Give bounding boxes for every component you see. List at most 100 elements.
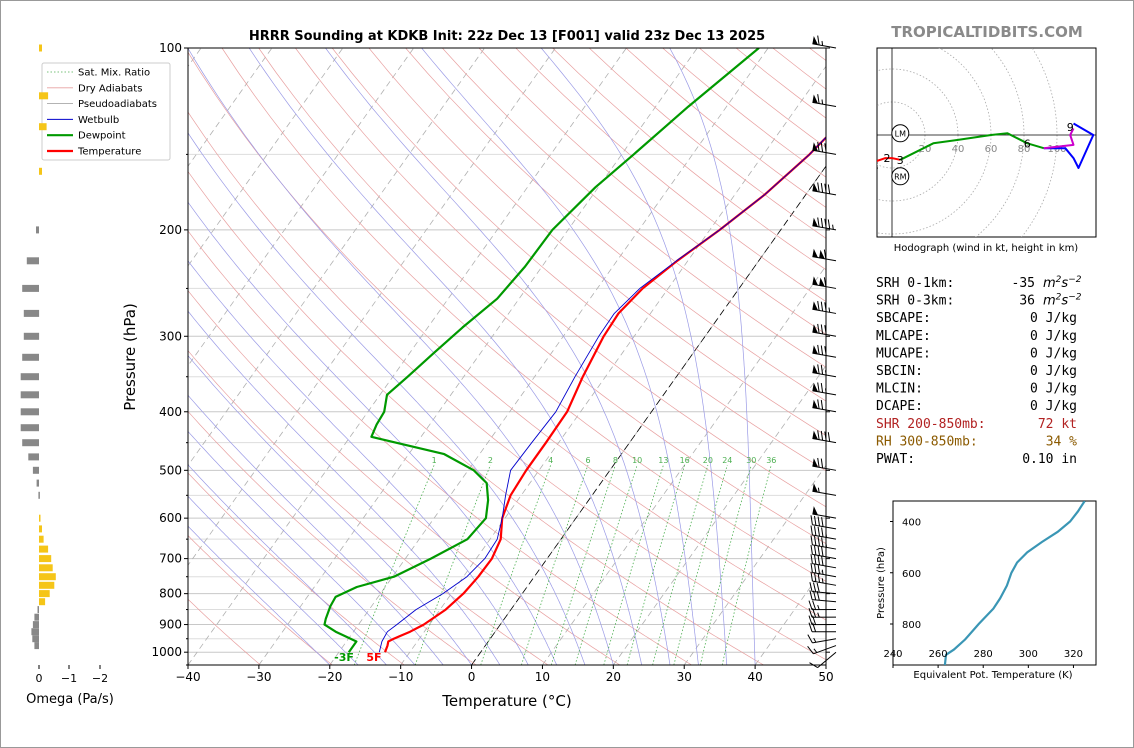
barb-half — [825, 532, 827, 538]
barb-full — [810, 515, 813, 525]
wind-barb — [812, 217, 837, 231]
omega-bar — [39, 44, 42, 52]
dry-adiabat — [188, 535, 333, 665]
stat-value: 36 — [1019, 294, 1035, 309]
pseudoadiabat — [188, 430, 416, 665]
x-tick-label: 10 — [535, 670, 550, 684]
mixing-ratio-label: 6 — [585, 456, 590, 465]
hodograph-caption: Hodograph (wind in kt, height in km) — [894, 243, 1079, 254]
omega-bar — [39, 167, 42, 175]
dry-adiabat — [188, 111, 826, 661]
barb-full — [824, 325, 827, 335]
dry-adiabat — [188, 410, 477, 665]
wind-barb — [807, 645, 837, 655]
hodograph-trace — [1043, 127, 1075, 150]
pseudoadiabat — [188, 310, 501, 665]
x-tick-label: −40 — [175, 670, 200, 684]
barb-shaft — [812, 572, 837, 578]
dry-adiabat — [188, 170, 764, 665]
isotherm — [329, 48, 769, 665]
mixing-ratio-line — [652, 464, 709, 665]
barb-full — [814, 545, 817, 556]
barb-full — [820, 218, 824, 228]
pseudoadiabat — [248, 48, 643, 665]
theta-e-x-tick-label: 240 — [883, 649, 902, 660]
x-tick-label: 0 — [468, 670, 476, 684]
barb-flag — [812, 345, 818, 355]
wind-barb — [812, 457, 837, 471]
barb-full — [808, 608, 813, 618]
barb-half — [817, 612, 820, 618]
omega-bar — [23, 332, 40, 340]
wind-barb — [812, 344, 837, 358]
mixing-ratio-line — [353, 464, 435, 665]
hodograph-height-label: 6 — [1024, 137, 1031, 150]
legend-label: Temperature — [77, 147, 141, 158]
omega-bar — [39, 581, 55, 589]
omega-bar — [28, 453, 39, 461]
stat-label: SRH 0-3km: — [876, 294, 954, 309]
barb-full — [823, 277, 827, 287]
barb-full — [817, 555, 820, 565]
omega-bar — [39, 555, 52, 563]
mixing-ratio-line — [699, 464, 752, 665]
barb-flag — [812, 506, 818, 515]
omega-bar — [20, 408, 39, 416]
omega-bar — [39, 123, 47, 131]
chart-title: HRRR Sounding at KDKB Init: 22z Dec 13 [… — [249, 29, 765, 44]
wind-barb — [812, 364, 837, 378]
storm-motion-label: LM — [895, 129, 906, 138]
omega-bar — [23, 309, 40, 317]
skewt-x-axis-label: Temperature (°C) — [441, 692, 571, 710]
omega-bar — [34, 642, 39, 650]
mixing-ratio-line — [521, 464, 589, 665]
omega-bar — [39, 564, 53, 572]
barb-full — [817, 182, 820, 192]
x-tick-label: 30 — [677, 670, 692, 684]
omega-tick-label: −1 — [61, 672, 77, 685]
barb-flag — [819, 249, 825, 259]
stat-value: 0 J/kg — [1030, 311, 1077, 326]
wind-barb — [812, 141, 837, 155]
wetbulb-line — [378, 136, 826, 653]
theta-e-x-tick-label: 280 — [974, 649, 993, 660]
barb-full — [824, 346, 827, 356]
barb-half — [825, 388, 827, 394]
pseudoadiabat — [188, 355, 472, 665]
x-tick-label: −20 — [317, 670, 342, 684]
dry-adiabat — [188, 350, 549, 665]
x-tick-label: −30 — [246, 670, 271, 684]
legend-label: Dry Adiabats — [78, 83, 142, 94]
barb-full — [820, 383, 824, 393]
stat-value: 0 J/kg — [1030, 364, 1077, 379]
pseudoadiabat — [188, 48, 614, 665]
pseudoadiabat — [188, 495, 359, 665]
pseudoadiabat — [188, 464, 387, 665]
theta-e-y-tick-label: 800 — [902, 620, 921, 631]
barb-full — [817, 516, 820, 527]
barb-full — [809, 582, 813, 592]
brand-logo: TROPICALTIDBITS.COM — [891, 23, 1083, 41]
mixing-ratio-label: 8 — [613, 456, 618, 465]
mixing-ratio-label: 20 — [703, 456, 713, 465]
barb-half — [817, 604, 820, 610]
barb-full — [810, 525, 813, 536]
skewt-axes: −40 −30 −20 −10 0 10 20 30 40 50 100 200 300 400 500 60… — [151, 41, 833, 684]
barb-half — [817, 487, 820, 493]
barb-full — [807, 634, 813, 644]
barb-flag — [812, 276, 818, 286]
dry-adiabat — [478, 48, 826, 335]
x-tick-label: 40 — [747, 670, 762, 684]
stat-value: 0 J/kg — [1030, 399, 1077, 414]
barb-half — [813, 637, 817, 643]
stat-label: SHR 200-850mb: — [876, 417, 986, 432]
barb-half — [825, 542, 827, 548]
hodograph-trace — [891, 157, 901, 161]
omega-bar — [20, 391, 39, 399]
omega-bar — [37, 606, 39, 614]
omega-bar — [31, 628, 39, 636]
barb-flag — [812, 94, 818, 104]
barb-half — [813, 648, 818, 653]
omega-bar — [22, 439, 39, 447]
barb-shaft — [812, 553, 837, 560]
